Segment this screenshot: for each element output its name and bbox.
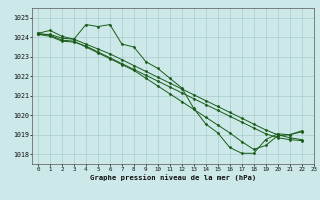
X-axis label: Graphe pression niveau de la mer (hPa): Graphe pression niveau de la mer (hPa) — [90, 175, 256, 181]
